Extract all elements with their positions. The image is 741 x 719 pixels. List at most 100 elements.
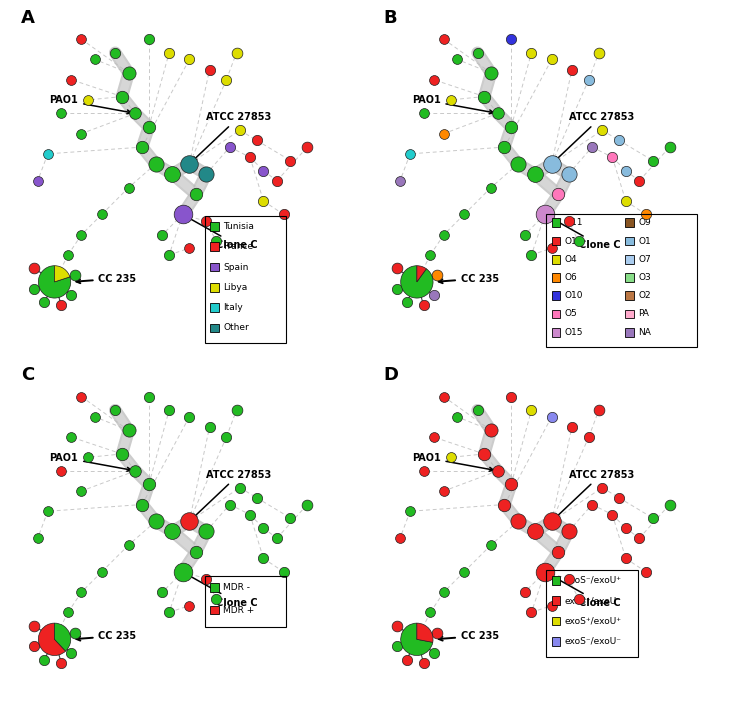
- Bar: [551, 291, 560, 300]
- Point: [499, 142, 511, 153]
- Point: [150, 516, 162, 527]
- Text: C: C: [21, 367, 34, 385]
- Text: Other: Other: [223, 324, 249, 332]
- Point: [606, 509, 618, 521]
- Point: [130, 465, 142, 477]
- Point: [458, 566, 470, 577]
- Text: CC 235: CC 235: [439, 631, 499, 641]
- Point: [136, 142, 148, 153]
- Text: exoS⁺/exoU⁺: exoS⁺/exoU⁺: [565, 616, 622, 626]
- Text: O1: O1: [638, 237, 651, 246]
- Text: exoS⁻/exoU⁻: exoS⁻/exoU⁻: [565, 637, 622, 646]
- Point: [65, 74, 77, 86]
- Point: [109, 47, 121, 58]
- Text: Clone C: Clone C: [549, 574, 620, 608]
- Point: [130, 108, 142, 119]
- Point: [167, 526, 179, 537]
- Point: [69, 627, 81, 638]
- Point: [471, 47, 483, 58]
- Text: exoS⁻/exoU⁺: exoS⁻/exoU⁺: [565, 576, 622, 585]
- Bar: [210, 283, 219, 292]
- Text: O7: O7: [638, 255, 651, 264]
- Point: [56, 465, 67, 477]
- Point: [234, 124, 246, 136]
- Wedge shape: [401, 266, 433, 298]
- Point: [606, 152, 618, 163]
- Point: [163, 607, 175, 618]
- Point: [176, 209, 188, 220]
- Text: O3: O3: [638, 273, 651, 282]
- Point: [664, 499, 676, 510]
- Point: [525, 249, 537, 261]
- Point: [302, 499, 313, 510]
- Bar: [210, 222, 219, 231]
- Text: O10: O10: [565, 291, 583, 301]
- Point: [553, 546, 565, 557]
- Point: [258, 553, 270, 564]
- Point: [184, 516, 196, 527]
- Text: O11: O11: [565, 219, 583, 227]
- Point: [597, 124, 608, 136]
- Point: [593, 47, 605, 58]
- Point: [634, 533, 645, 544]
- Point: [56, 300, 67, 311]
- Point: [545, 242, 557, 254]
- Text: Clone C: Clone C: [549, 216, 620, 250]
- Text: France: France: [223, 242, 253, 251]
- Point: [428, 431, 439, 443]
- Text: PAO1: PAO1: [412, 453, 494, 471]
- Bar: [625, 237, 634, 245]
- Point: [539, 209, 551, 220]
- Text: ATCC 27853: ATCC 27853: [193, 112, 271, 161]
- Point: [545, 158, 557, 170]
- Bar: [551, 596, 560, 605]
- Point: [492, 108, 504, 119]
- Point: [200, 573, 212, 585]
- Text: CC 235: CC 235: [76, 273, 136, 283]
- Point: [89, 411, 101, 423]
- Wedge shape: [417, 266, 426, 282]
- Point: [525, 404, 537, 416]
- Point: [431, 270, 443, 281]
- Point: [200, 168, 212, 180]
- Point: [200, 216, 212, 227]
- Point: [116, 91, 128, 102]
- Point: [143, 121, 155, 132]
- Point: [62, 607, 74, 618]
- Point: [184, 600, 196, 611]
- Point: [479, 91, 491, 102]
- Point: [184, 54, 196, 65]
- Point: [123, 67, 135, 78]
- Point: [562, 573, 574, 585]
- Point: [76, 391, 87, 403]
- Wedge shape: [417, 623, 433, 642]
- Point: [485, 67, 497, 78]
- Point: [56, 657, 67, 669]
- Text: Clone C: Clone C: [187, 216, 258, 250]
- Text: O9: O9: [638, 219, 651, 227]
- Point: [640, 209, 652, 220]
- Point: [566, 421, 578, 433]
- Bar: [551, 616, 560, 626]
- Point: [96, 209, 107, 220]
- Point: [562, 168, 574, 180]
- Point: [285, 155, 296, 166]
- Bar: [551, 637, 560, 646]
- Point: [123, 425, 135, 436]
- Point: [224, 499, 236, 510]
- Point: [271, 175, 283, 186]
- Point: [492, 465, 504, 477]
- Point: [65, 290, 77, 301]
- Text: ATCC 27853: ATCC 27853: [555, 112, 634, 161]
- Text: ATCC 27853: ATCC 27853: [555, 470, 634, 518]
- Point: [258, 522, 270, 533]
- Point: [485, 182, 497, 193]
- Text: PAO1: PAO1: [412, 96, 494, 114]
- Point: [394, 533, 406, 544]
- Point: [438, 128, 450, 139]
- Point: [620, 196, 632, 207]
- Point: [136, 499, 148, 510]
- Point: [391, 620, 402, 631]
- Point: [230, 404, 242, 416]
- Point: [401, 654, 413, 665]
